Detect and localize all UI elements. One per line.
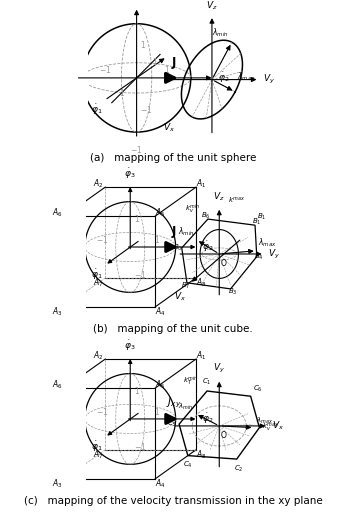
Text: 1: 1 [134,387,138,396]
Text: 1: 1 [154,236,159,245]
Text: O: O [221,431,227,440]
Text: $A_2$: $A_2$ [93,177,103,190]
Text: $k^{max}$: $k^{max}$ [228,195,245,205]
Text: $\dot{\varphi}_2$: $\dot{\varphi}_2$ [202,240,213,254]
Text: O: O [221,259,227,268]
Text: $\lambda_{min}$: $\lambda_{min}$ [178,402,194,412]
Text: $A_7$: $A_7$ [93,449,103,461]
Text: $B_4$: $B_4$ [254,252,263,262]
Text: $-$1: $-$1 [99,64,111,75]
Text: $\dot{\varphi}_2$: $\dot{\varphi}_2$ [202,412,213,426]
Text: $\lambda_{max}$: $\lambda_{max}$ [256,416,273,426]
Text: $-$1: $-$1 [130,144,143,155]
Text: $\dot{\varphi}_1$: $\dot{\varphi}_1$ [91,268,102,282]
Text: $C_4$: $C_4$ [183,460,193,470]
Text: $\dot{\varphi}_3$: $\dot{\varphi}_3$ [131,0,142,3]
Text: 1: 1 [164,66,169,75]
Text: $k_v^{max}$: $k_v^{max}$ [262,421,279,433]
Text: $V_z$: $V_z$ [206,0,218,12]
Text: $C_6$: $C_6$ [253,383,263,394]
Text: $B_1$: $B_1$ [257,212,266,222]
Text: $B_7$: $B_7$ [181,281,190,291]
Text: 1: 1 [119,89,124,97]
Text: 1: 1 [154,408,159,417]
Text: $B_1$: $B_1$ [252,217,262,227]
Text: $V_y$: $V_y$ [263,73,275,86]
Text: $A_8$: $A_8$ [196,277,207,289]
Text: $A_6$: $A_6$ [52,206,63,219]
Text: $A_6$: $A_6$ [52,378,63,391]
Text: $V_y$: $V_y$ [268,247,280,260]
Text: $V_x$: $V_x$ [163,122,175,134]
Text: $B_6$: $B_6$ [201,210,211,221]
Text: $V_x$: $V_x$ [174,291,186,303]
Text: $A_4$: $A_4$ [155,306,166,318]
Text: $-$1: $-$1 [96,406,108,417]
Text: $-$1: $-$1 [134,269,146,280]
Text: 1: 1 [134,215,138,224]
Text: (c)   mapping of the velocity transmission in the xy plane: (c) mapping of the velocity transmission… [24,496,322,506]
Text: $A_5$: $A_5$ [155,378,166,391]
Text: $B_0$: $B_0$ [173,243,183,253]
Text: $\lambda_{min}$: $\lambda_{min}$ [212,27,228,39]
Text: $V_x$: $V_x$ [272,420,284,432]
Text: $J_{xy}$: $J_{xy}$ [166,396,181,410]
Text: $\dot{\varphi}_1$: $\dot{\varphi}_1$ [91,103,102,117]
Text: $-$1: $-$1 [96,234,108,245]
Text: $k_T^{min}$: $k_T^{min}$ [183,374,198,388]
Text: $A_4$: $A_4$ [155,478,166,490]
Text: $A_2$: $A_2$ [93,349,103,362]
Text: $\lambda_{min}$: $\lambda_{min}$ [178,226,194,238]
Text: $A_1$: $A_1$ [196,349,207,362]
Text: $V_z$: $V_z$ [213,191,225,203]
Text: $A_3$: $A_3$ [52,306,63,318]
Text: $C_3$: $C_3$ [167,419,176,429]
Text: $\dot{\varphi}_2$: $\dot{\varphi}_2$ [218,71,229,85]
Text: (b)   mapping of the unit cube.: (b) mapping of the unit cube. [93,324,253,334]
Text: $\lambda_{max}$: $\lambda_{max}$ [237,71,255,83]
Text: $A_8$: $A_8$ [196,449,207,461]
Text: $-$1: $-$1 [134,441,146,452]
Text: $\lambda_{max}$: $\lambda_{max}$ [258,237,277,249]
Text: $\dot{\varphi}_3$: $\dot{\varphi}_3$ [125,339,136,353]
Text: $A_7$: $A_7$ [93,277,103,289]
Text: $B_3$: $B_3$ [228,287,237,297]
Text: $\dot{\varphi}_3$: $\dot{\varphi}_3$ [125,167,136,181]
Text: (a)   mapping of the unit sphere: (a) mapping of the unit sphere [90,153,256,163]
Text: $C_1$: $C_1$ [202,377,212,387]
Text: $A_5$: $A_5$ [155,206,166,219]
Text: $A_3$: $A_3$ [52,478,63,490]
Text: J: J [171,56,176,69]
Text: $k_v^{min}$: $k_v^{min}$ [185,203,200,216]
Text: $A_1$: $A_1$ [196,177,207,190]
Text: $C_2$: $C_2$ [234,464,243,474]
Text: J: J [171,225,176,238]
Text: 1: 1 [152,58,156,67]
Text: $V_y$: $V_y$ [213,362,225,375]
Text: $-$1: $-$1 [140,104,153,115]
Text: 1: 1 [140,41,145,50]
Text: $\dot{\varphi}_1$: $\dot{\varphi}_1$ [91,440,102,454]
